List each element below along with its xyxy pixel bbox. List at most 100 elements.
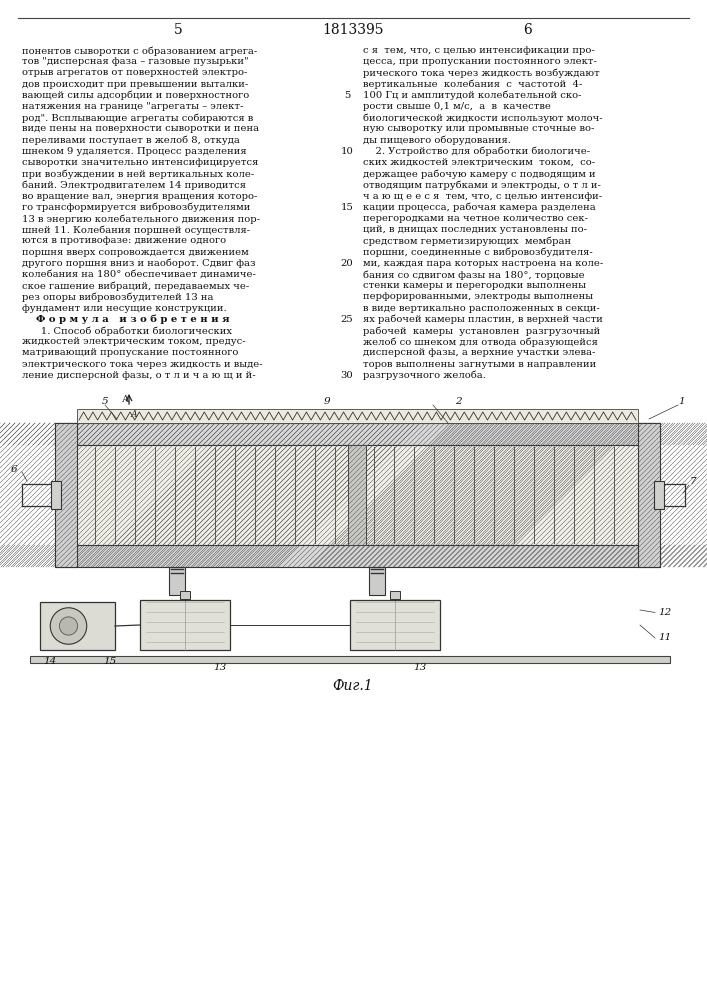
Text: виде пены на поверхности сыворотки и пена: виде пены на поверхности сыворотки и пен… bbox=[22, 124, 259, 133]
Text: Ф о р м у л а   и з о б р е т е н и я: Ф о р м у л а и з о б р е т е н и я bbox=[22, 315, 230, 324]
Text: 13: 13 bbox=[414, 664, 426, 672]
Text: рез опоры вибровозбудителей 13 на: рез опоры вибровозбудителей 13 на bbox=[22, 292, 214, 302]
Bar bbox=[180, 591, 190, 599]
Text: 11: 11 bbox=[658, 634, 672, 643]
Bar bbox=[55, 423, 660, 445]
Text: ются в противофазе: движение одного: ются в противофазе: движение одного bbox=[22, 236, 226, 245]
Bar bbox=[51, 481, 61, 509]
Text: фундамент или несущие конструкции.: фундамент или несущие конструкции. bbox=[22, 304, 227, 313]
Text: 1: 1 bbox=[679, 396, 685, 406]
Text: перфорированными, электроды выполнены: перфорированными, электроды выполнены bbox=[363, 292, 593, 301]
Bar bbox=[140, 600, 230, 650]
Bar bbox=[369, 567, 385, 595]
Text: 2: 2 bbox=[455, 396, 461, 406]
Text: в виде вертикально расположенных в секци-: в виде вертикально расположенных в секци… bbox=[363, 304, 600, 313]
Text: другого поршня вниз и наоборот. Сдвиг фаз: другого поршня вниз и наоборот. Сдвиг фа… bbox=[22, 259, 255, 268]
Bar bbox=[390, 591, 400, 599]
Text: сыворотки значительно интенсифицируется: сыворотки значительно интенсифицируется bbox=[22, 158, 258, 167]
Text: ление дисперсной фазы, о т л и ч а ю щ и й-: ление дисперсной фазы, о т л и ч а ю щ и… bbox=[22, 371, 256, 380]
Text: перегородками на четное количество сек-: перегородками на четное количество сек- bbox=[363, 214, 588, 223]
Bar bbox=[348, 445, 366, 545]
Text: ч а ю щ е е с я  тем, что, с целью интенсифи-: ч а ю щ е е с я тем, что, с целью интенс… bbox=[363, 192, 602, 201]
Text: Фиг.1: Фиг.1 bbox=[333, 679, 373, 693]
Text: при возбуждении в ней вертикальных коле-: при возбуждении в ней вертикальных коле- bbox=[22, 169, 255, 179]
Text: рического тока через жидкость возбуждают: рического тока через жидкость возбуждают bbox=[363, 68, 600, 78]
Text: цесса, при пропускании постоянного элект-: цесса, при пропускании постоянного элект… bbox=[363, 57, 597, 66]
Text: рабочей  камеры  установлен  разгрузочный: рабочей камеры установлен разгрузочный bbox=[363, 326, 600, 336]
Text: 25: 25 bbox=[341, 315, 354, 324]
Text: 20: 20 bbox=[341, 259, 354, 268]
Text: 13: 13 bbox=[214, 664, 227, 672]
Text: с я  тем, что, с целью интенсификации про-: с я тем, что, с целью интенсификации про… bbox=[363, 46, 595, 55]
Text: жидкостей электрическим током, предус-: жидкостей электрическим током, предус- bbox=[22, 337, 245, 346]
Text: биологической жидкости используют молоч-: биологической жидкости используют молоч- bbox=[363, 113, 602, 123]
Text: 5: 5 bbox=[102, 396, 108, 406]
Text: поршни, соединенные с вибровозбудителя-: поршни, соединенные с вибровозбудителя- bbox=[363, 248, 592, 257]
Text: ную сыворотку или промывные сточные во-: ную сыворотку или промывные сточные во- bbox=[363, 124, 595, 133]
Text: понентов сыворотки с образованием агрега-: понентов сыворотки с образованием агрега… bbox=[22, 46, 257, 55]
Text: отрыв агрегатов от поверхностей электро-: отрыв агрегатов от поверхностей электро- bbox=[22, 68, 247, 77]
Text: дисперсной фазы, а верхние участки элева-: дисперсной фазы, а верхние участки элева… bbox=[363, 348, 595, 357]
Text: 1813395: 1813395 bbox=[322, 23, 384, 37]
Text: вертикальные  колебания  с  частотой  4-: вертикальные колебания с частотой 4- bbox=[363, 80, 583, 89]
Text: ций, в днищах последних установлены по-: ций, в днищах последних установлены по- bbox=[363, 225, 587, 234]
Text: ское гашение вибраций, передаваемых че-: ское гашение вибраций, передаваемых че- bbox=[22, 281, 250, 291]
Text: 5: 5 bbox=[344, 91, 350, 100]
Text: 10: 10 bbox=[341, 147, 354, 156]
Text: разгрузочного желоба.: разгрузочного желоба. bbox=[363, 371, 486, 380]
Text: 14: 14 bbox=[43, 658, 57, 666]
Bar bbox=[30, 656, 670, 663]
Text: го трансформируется вибровозбудителями: го трансформируется вибровозбудителями bbox=[22, 203, 250, 212]
Circle shape bbox=[59, 617, 78, 635]
Bar bbox=[77, 409, 638, 423]
Text: поршня вверх сопровождается движением: поршня вверх сопровождается движением bbox=[22, 248, 249, 257]
Text: 15: 15 bbox=[341, 203, 354, 212]
Text: 6: 6 bbox=[524, 23, 532, 37]
Text: отводящим патрубками и электроды, о т л и-: отводящим патрубками и электроды, о т л … bbox=[363, 180, 601, 190]
Text: матривающий пропускание постоянного: матривающий пропускание постоянного bbox=[22, 348, 238, 357]
Text: электрического тока через жидкость и выде-: электрического тока через жидкость и выд… bbox=[22, 360, 262, 369]
Text: 7: 7 bbox=[690, 477, 696, 486]
Text: стенки камеры и перегородки выполнены: стенки камеры и перегородки выполнены bbox=[363, 281, 586, 290]
Text: 2. Устройство для обработки биологиче-: 2. Устройство для обработки биологиче- bbox=[363, 147, 590, 156]
Bar bbox=[638, 423, 660, 567]
Text: ских жидкостей электрическим  током,  со-: ских жидкостей электрическим током, со- bbox=[363, 158, 595, 167]
Text: 13 в энергию колебательного движения пор-: 13 в энергию колебательного движения пор… bbox=[22, 214, 260, 224]
Bar bbox=[40, 602, 115, 650]
Bar bbox=[77, 445, 638, 545]
Text: рости свыше 0,1 м/с,  а  в  качестве: рости свыше 0,1 м/с, а в качестве bbox=[363, 102, 551, 111]
Text: ми, каждая пара которых настроена на коле-: ми, каждая пара которых настроена на кол… bbox=[363, 259, 603, 268]
Text: А: А bbox=[122, 394, 129, 403]
Bar bbox=[55, 423, 77, 567]
Text: 9: 9 bbox=[324, 396, 330, 406]
Text: во вращение вал, энергия вращения которо-: во вращение вал, энергия вращения которо… bbox=[22, 192, 257, 201]
Text: колебания на 180° обеспечивает динамиче-: колебания на 180° обеспечивает динамиче- bbox=[22, 270, 256, 279]
Text: держащее рабочую камеру с подводящим и: держащее рабочую камеру с подводящим и bbox=[363, 169, 595, 179]
Text: ды пищевого оборудования.: ды пищевого оборудования. bbox=[363, 136, 511, 145]
Text: желоб со шнеком для отвода образующейся: желоб со шнеком для отвода образующейся bbox=[363, 337, 598, 347]
Bar bbox=[350, 600, 440, 650]
Text: ях рабочей камеры пластин, в верхней части: ях рабочей камеры пластин, в верхней час… bbox=[363, 315, 603, 324]
Text: натяжения на границе "агрегаты – элект-: натяжения на границе "агрегаты – элект- bbox=[22, 102, 243, 111]
Text: А: А bbox=[131, 410, 138, 419]
Text: 100 Гц и амплитудой колебательной ско-: 100 Гц и амплитудой колебательной ско- bbox=[363, 91, 581, 100]
Text: дов происходит при превышении выталки-: дов происходит при превышении выталки- bbox=[22, 80, 248, 89]
Text: переливами поступает в желоб 8, откуда: переливами поступает в желоб 8, откуда bbox=[22, 136, 240, 145]
Text: 1. Способ обработки биологических: 1. Способ обработки биологических bbox=[22, 326, 232, 336]
Text: род". Всплывающие агрегаты собираются в: род". Всплывающие агрегаты собираются в bbox=[22, 113, 253, 123]
Text: 15: 15 bbox=[103, 658, 117, 666]
Bar bbox=[654, 481, 664, 509]
Text: 12: 12 bbox=[658, 608, 672, 617]
Text: кации процесса, рабочая камера разделена: кации процесса, рабочая камера разделена bbox=[363, 203, 596, 212]
Bar bbox=[169, 567, 185, 595]
Text: баний. Электродвигателем 14 приводится: баний. Электродвигателем 14 приводится bbox=[22, 180, 246, 190]
Text: тов "дисперсная фаза – газовые пузырьки": тов "дисперсная фаза – газовые пузырьки" bbox=[22, 57, 249, 66]
Text: бания со сдвигом фазы на 180°, торцовые: бания со сдвигом фазы на 180°, торцовые bbox=[363, 270, 585, 279]
Text: 6: 6 bbox=[11, 466, 17, 475]
Text: вающей силы адсорбции и поверхностного: вающей силы адсорбции и поверхностного bbox=[22, 91, 250, 100]
Text: шнеком 9 удаляется. Процесс разделения: шнеком 9 удаляется. Процесс разделения bbox=[22, 147, 247, 156]
Circle shape bbox=[50, 608, 87, 644]
Text: торов выполнены загнутыми в направлении: торов выполнены загнутыми в направлении bbox=[363, 360, 596, 369]
Text: 30: 30 bbox=[341, 371, 354, 380]
Bar bbox=[55, 545, 660, 567]
